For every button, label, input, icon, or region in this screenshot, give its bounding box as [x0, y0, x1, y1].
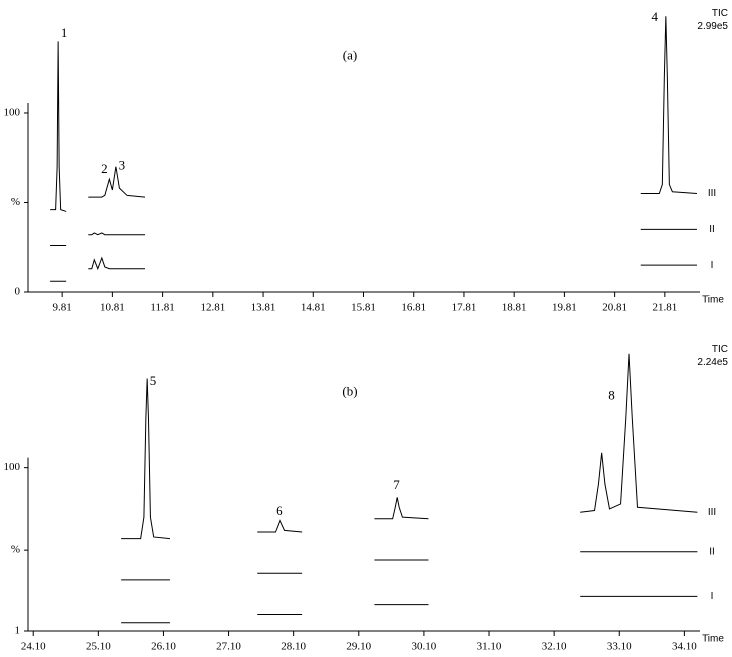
y-tick-label: 100 — [4, 106, 21, 118]
x-tick-label: 24.10 — [21, 641, 46, 653]
trace — [50, 16, 698, 212]
x-tick-label: 15.81 — [351, 302, 376, 314]
x-tick-label: 29.10 — [346, 641, 371, 653]
trace — [121, 551, 698, 581]
x-axis-label: Time — [702, 634, 724, 645]
intensity-label: 2.24e5 — [697, 357, 728, 368]
trace — [50, 256, 697, 282]
x-tick-label: 10.81 — [100, 302, 125, 314]
trace — [121, 595, 698, 624]
corner-label: TIC — [712, 8, 728, 19]
trace — [50, 228, 697, 246]
peak-label: 6 — [276, 503, 283, 518]
peak-label: 2 — [101, 161, 108, 176]
peak-label: 8 — [608, 388, 615, 403]
y-tick-label: 100 — [4, 461, 21, 473]
trace-label: III — [708, 188, 716, 199]
intensity-label: 2.99e5 — [697, 21, 728, 32]
x-tick-label: 9.81 — [53, 302, 72, 314]
x-axis-label: Time — [702, 295, 724, 306]
x-tick-label: 28.10 — [281, 641, 306, 653]
peak-label: 7 — [393, 477, 400, 492]
x-tick-label: 18.81 — [502, 302, 527, 314]
y-tick-label: % — [11, 544, 20, 556]
peak-label: 3 — [119, 158, 126, 173]
corner-label: TIC — [712, 344, 728, 355]
panel-title: (a) — [343, 47, 357, 62]
y-tick-label: 1 — [15, 625, 21, 637]
trace-label: I — [711, 591, 714, 602]
x-tick-label: 11.81 — [150, 302, 174, 314]
trace-label: I — [711, 260, 714, 271]
x-tick-label: 32.10 — [542, 641, 567, 653]
x-tick-label: 31.10 — [477, 641, 502, 653]
x-tick-label: 13.81 — [251, 302, 276, 314]
x-tick-label: 16.81 — [401, 302, 426, 314]
peak-label: 1 — [61, 25, 68, 40]
x-tick-label: 34.10 — [672, 641, 697, 653]
x-tick-label: 14.81 — [301, 302, 326, 314]
x-tick-label: 30.10 — [412, 641, 437, 653]
peak-label: 5 — [150, 373, 157, 388]
x-tick-label: 25.10 — [86, 641, 111, 653]
trace-label: III — [708, 507, 716, 518]
peak-label: 4 — [652, 9, 659, 24]
x-tick-label: 20.81 — [602, 302, 627, 314]
x-tick-label: 27.10 — [216, 641, 241, 653]
trace-label: II — [709, 546, 715, 557]
trace-label: II — [709, 224, 715, 235]
trace — [121, 353, 698, 540]
y-tick-label: % — [11, 196, 20, 208]
x-tick-label: 33.10 — [607, 641, 632, 653]
x-tick-label: 12.81 — [200, 302, 225, 314]
x-tick-label: 17.81 — [452, 302, 477, 314]
x-tick-label: 26.10 — [151, 641, 176, 653]
panel-title: (b) — [342, 383, 357, 398]
x-tick-label: 21.81 — [652, 302, 677, 314]
y-tick-label: 0 — [15, 286, 21, 298]
x-tick-label: 19.81 — [552, 302, 577, 314]
